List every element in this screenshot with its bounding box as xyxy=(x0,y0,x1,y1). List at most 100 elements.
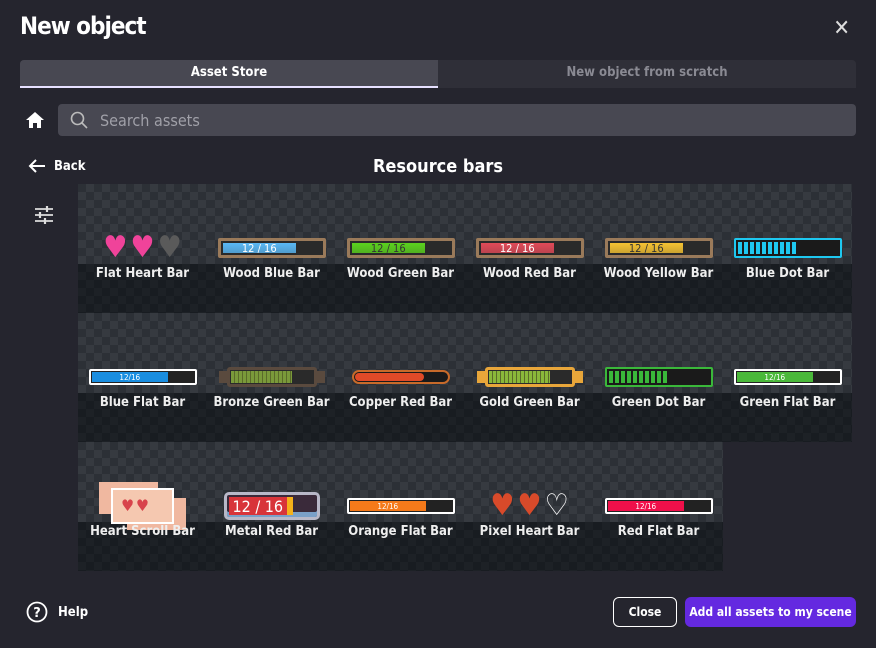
bar-frame: 12 / 16 xyxy=(346,238,455,258)
bar-value-label: 12 / 16 xyxy=(628,241,664,255)
asset-preview: 12 / 16 xyxy=(594,234,723,262)
bar-frame xyxy=(733,238,842,258)
asset-card[interactable]: 12 / 16 Wood Yellow Bar xyxy=(594,184,723,313)
asset-preview: 12 / 16 xyxy=(465,234,594,262)
bar-value-label: 12 / 16 xyxy=(370,241,406,255)
bar-fill: 12 / 16 xyxy=(222,242,296,255)
asset-card[interactable]: 12 / 16 Wood Blue Bar xyxy=(207,184,336,313)
bar-fill: 12 / 16 xyxy=(228,496,293,516)
asset-preview: 12 / 16 xyxy=(336,234,465,262)
asset-card[interactable]: 12 / 16 Wood Green Bar xyxy=(336,184,465,313)
asset-name: Flat Heart Bar xyxy=(95,266,190,281)
tab-asset-store[interactable]: Asset Store xyxy=(20,60,438,88)
bar-value-label: 12/16 xyxy=(764,372,786,382)
asset-preview xyxy=(465,363,594,391)
asset-card[interactable]: ♥ ♥ ♥ Heart Scroll Bar xyxy=(78,442,207,571)
bar-value-label: 12/16 xyxy=(119,372,141,382)
asset-name: Pixel Heart Bar xyxy=(479,524,580,539)
bar-fill: 12 / 16 xyxy=(351,241,425,255)
card-label-band xyxy=(336,522,465,571)
card-label-band xyxy=(465,522,594,571)
asset-name: Green Dot Bar xyxy=(611,395,706,410)
card-label-band xyxy=(723,393,852,442)
asset-name: Heart Scroll Bar xyxy=(90,524,195,539)
asset-card[interactable]: Green Dot Bar xyxy=(594,313,723,442)
bar-frame: 12 / 16 xyxy=(223,492,320,520)
back-button[interactable]: Back xyxy=(28,158,86,174)
heart-icon: ♥ xyxy=(517,488,542,523)
asset-preview: 12 / 16 xyxy=(207,234,336,262)
asset-name: Blue Dot Bar xyxy=(745,266,830,281)
bar-fill: 12 / 16 xyxy=(480,241,554,255)
asset-name: Green Flat Bar xyxy=(739,395,836,410)
search-input[interactable] xyxy=(100,110,800,130)
card-label-band xyxy=(594,264,723,313)
bar-frame: 12 / 16 xyxy=(217,238,326,258)
bar-frame: 12 / 16 xyxy=(475,238,584,258)
close-button[interactable]: Close xyxy=(613,597,677,627)
bar-fill: 12/16 xyxy=(736,372,813,382)
help-icon: ? xyxy=(26,601,48,623)
close-icon[interactable]: ✕ xyxy=(833,16,850,41)
search-icon xyxy=(70,111,88,129)
bar-frame xyxy=(484,367,575,387)
bar-frame: 12/16 xyxy=(733,369,842,385)
filter-sliders-icon[interactable] xyxy=(34,206,54,224)
asset-card[interactable]: 12/16 Green Flat Bar xyxy=(723,313,852,442)
home-icon[interactable] xyxy=(25,110,45,130)
asset-preview: 12/16 xyxy=(336,492,465,520)
asset-preview: ♥ ♥ ♡ xyxy=(465,488,594,523)
bar-fill: 12 / 16 xyxy=(609,241,683,255)
asset-card[interactable]: ♥ ♥ ♡ Pixel Heart Bar xyxy=(465,442,594,571)
heart-icon: ♥ xyxy=(157,230,182,265)
heart-icon: ♥ xyxy=(136,496,149,515)
add-all-assets-button[interactable]: Add all assets to my scene xyxy=(685,597,856,627)
asset-name: Wood Red Bar xyxy=(483,266,576,281)
card-label-band xyxy=(207,264,336,313)
asset-card[interactable]: 12 / 16 Metal Red Bar xyxy=(207,442,336,571)
card-label-band xyxy=(78,264,207,313)
help-button[interactable]: ? Help xyxy=(26,601,88,623)
asset-card[interactable]: 12/16 Blue Flat Bar xyxy=(78,313,207,442)
bar-fill xyxy=(737,242,798,254)
asset-card[interactable]: Bronze Green Bar xyxy=(207,313,336,442)
asset-preview: 12/16 xyxy=(594,492,723,520)
asset-card[interactable]: ♥ ♥ ♥ Flat Heart Bar xyxy=(78,184,207,313)
card-label-band xyxy=(465,393,594,442)
tab-bar: Asset Store New object from scratch xyxy=(20,60,856,88)
asset-name: Wood Green Bar xyxy=(346,266,455,281)
asset-card[interactable]: Blue Dot Bar xyxy=(723,184,852,313)
bar-fill xyxy=(230,371,292,383)
section-title: Resource bars xyxy=(372,156,504,177)
asset-name: Orange Flat Bar xyxy=(348,524,453,539)
card-label-band xyxy=(207,522,336,571)
tab-new-object-from-scratch[interactable]: New object from scratch xyxy=(566,65,728,80)
asset-card[interactable]: 12/16 Orange Flat Bar xyxy=(336,442,465,571)
bar-frame: 12 / 16 xyxy=(604,238,713,258)
asset-card[interactable]: Gold Green Bar xyxy=(465,313,594,442)
asset-preview: 12/16 xyxy=(78,363,207,391)
bar-fill xyxy=(488,371,550,383)
asset-card[interactable]: 12/16 Red Flat Bar xyxy=(594,442,723,571)
asset-preview xyxy=(594,363,723,391)
heart-icon: ♥ xyxy=(130,230,155,265)
heart-icon: ♡ xyxy=(544,488,569,523)
help-label: Help xyxy=(58,604,89,620)
bar-frame: 12/16 xyxy=(346,498,455,514)
asset-name: Red Flat Bar xyxy=(617,524,700,539)
dialog-title: New object xyxy=(20,12,147,40)
asset-preview xyxy=(336,363,465,391)
asset-name: Bronze Green Bar xyxy=(213,395,330,410)
arrow-left-icon xyxy=(28,159,45,173)
bar-value-label: 12 / 16 xyxy=(232,496,284,516)
asset-card[interactable]: Copper Red Bar xyxy=(336,313,465,442)
card-label-band xyxy=(78,393,207,442)
bar-value-label: 12 / 16 xyxy=(499,241,535,255)
asset-card[interactable]: 12 / 16 Wood Red Bar xyxy=(465,184,594,313)
asset-preview: ♥ ♥ ♥ xyxy=(78,488,207,524)
back-label: Back xyxy=(54,158,86,174)
card-label-band xyxy=(336,393,465,442)
card-label-band xyxy=(78,522,207,571)
card-label-band xyxy=(336,264,465,313)
asset-name: Gold Green Bar xyxy=(479,395,580,410)
